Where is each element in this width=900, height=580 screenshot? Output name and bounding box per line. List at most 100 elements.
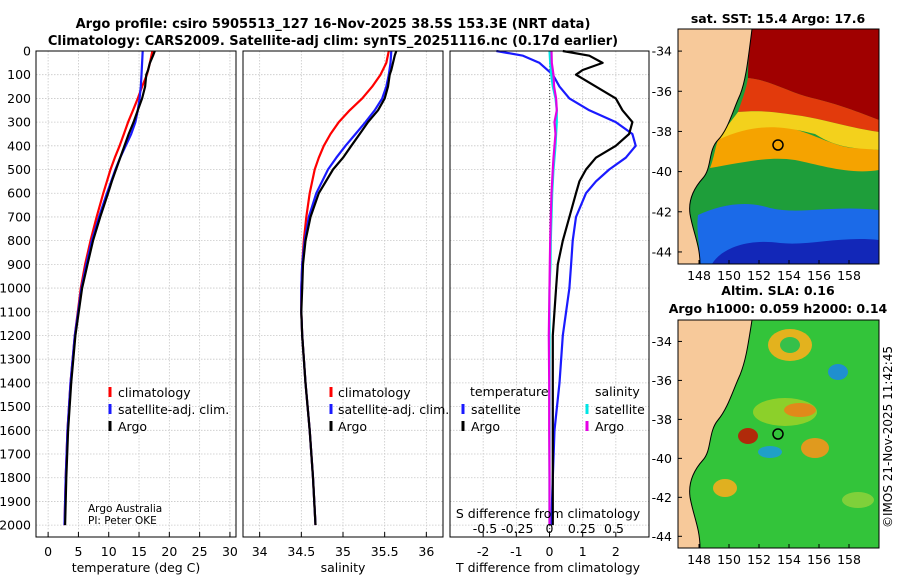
- sst-argo-marker: [772, 139, 784, 151]
- x-tick-label: 36: [418, 544, 434, 559]
- series-line-temperature-argo: [551, 49, 634, 526]
- timestamp-stamp: ©IMOS 21-Nov-2025 11:42:45: [881, 346, 895, 528]
- s-difference-label: S difference from climatology: [456, 506, 641, 521]
- depth-tick-label: 1000: [0, 281, 31, 296]
- legend-label-climatology: climatology: [118, 385, 191, 400]
- series-line-salinity-argo: [547, 50, 558, 526]
- x-tick-label: 1: [579, 544, 587, 559]
- s-diff-tick-label: 0.25: [568, 521, 596, 536]
- salinity-xlabel: salinity: [321, 560, 366, 575]
- x-tick-label: 30: [222, 544, 238, 559]
- difference-legend: temperature satellite Argo salinity sate…: [461, 384, 645, 434]
- lat-tick-label: -38: [652, 412, 672, 427]
- sst-field: [678, 29, 879, 264]
- lon-tick-label: 150: [717, 268, 741, 283]
- difference-panel: -2 -1 0 1 2 -0.5 -0.25 0 0.25 0.5 S difference f…: [449, 49, 650, 575]
- sla-ridge-south: [842, 492, 874, 508]
- depth-tick-label: 100: [7, 67, 31, 82]
- depth-axis: 0 100 200 300 400 500 600 700 800 900 1000 1100 1200…: [0, 44, 31, 533]
- sla-map-title-1: Altim. SLA: 0.16: [721, 283, 835, 298]
- depth-tick-label: 300: [7, 115, 31, 130]
- salinity-lines: [300, 50, 398, 526]
- difference-lines: [496, 49, 637, 526]
- temperature-legend: climatology satellite-adj. clim. Argo: [108, 385, 229, 434]
- lat-tick-label: -36: [652, 373, 672, 388]
- legend-label-satellite: satellite-adj. clim.: [118, 402, 229, 417]
- sla-map-title-2: Argo h1000: 0.059 h2000: 0.14: [669, 301, 888, 316]
- sla-field: [678, 320, 879, 548]
- x-tick-label: 15: [131, 544, 147, 559]
- sla-high-southeast: [801, 438, 829, 458]
- sst-orange-band: [710, 124, 879, 172]
- lon-tick-label: 152: [747, 552, 771, 567]
- legend-title-temperature: temperature: [470, 384, 549, 399]
- title-line-1: Argo profile: csiro 5905513_127 16-Nov-2…: [76, 17, 591, 32]
- legend-label-satellite: satellite-adj. clim.: [338, 402, 449, 417]
- depth-tick-label: 800: [7, 233, 31, 248]
- sla-high-southwest: [713, 479, 737, 497]
- sla-coastline: [689, 320, 753, 548]
- sst-frame: [677, 28, 880, 265]
- x-tick-label: -1: [510, 544, 522, 559]
- sst-cold-region: [712, 239, 879, 264]
- x-tick-label: 34.5: [287, 544, 315, 559]
- x-tick-label: -2: [477, 544, 489, 559]
- lon-tick-label: 152: [747, 268, 771, 283]
- lat-tick-label: -38: [652, 124, 672, 139]
- sla-low-north-core: [780, 337, 800, 353]
- legend-title-salinity: salinity: [595, 384, 640, 399]
- sla-low-east: [828, 364, 848, 380]
- x-tick-label: 35.5: [371, 544, 399, 559]
- lon-tick-label: 156: [807, 268, 831, 283]
- lat-tick-label: -36: [652, 84, 672, 99]
- sst-warm-region: [748, 29, 879, 120]
- sla-lat-axis: -34 -36 -38 -40 -42 -44: [652, 334, 682, 544]
- legend-label-argo: Argo: [118, 419, 147, 434]
- x-tick-label: 20: [161, 544, 177, 559]
- lon-tick-label: 156: [807, 552, 831, 567]
- lat-tick-label: -34: [652, 44, 672, 59]
- lat-tick-label: -40: [652, 164, 672, 179]
- lat-tick-label: -34: [652, 334, 672, 349]
- sst-lon-axis: 148 150 152 154 156 158: [687, 260, 861, 283]
- lon-tick-label: 148: [687, 268, 711, 283]
- depth-tick-label: 500: [7, 162, 31, 177]
- depth-tick-label: 1800: [0, 470, 31, 485]
- depth-tick-label: 1700: [0, 447, 31, 462]
- x-tick-label: 2: [612, 544, 620, 559]
- lat-tick-label: -42: [652, 490, 672, 505]
- sla-high-center: [784, 403, 816, 417]
- credit-line-1: Argo Australia: [88, 503, 162, 515]
- s-diff-tick-label: 0: [546, 521, 554, 536]
- temperature-x-axis: 0 5 10 15 20 25 30: [44, 532, 238, 559]
- salinity-legend: climatology satellite-adj. clim. Argo: [329, 385, 449, 434]
- x-tick-label: 5: [74, 544, 82, 559]
- t-difference-label: T difference from climatology: [455, 560, 641, 575]
- credit-line-2: PI: Peter OKE: [88, 515, 157, 527]
- salinity-x-axis: 34 34.5 35 35.5 36: [252, 532, 434, 559]
- s-difference-axis: -0.5 -0.25 0 0.25 0.5: [473, 521, 624, 536]
- lon-tick-label: 148: [687, 552, 711, 567]
- depth-tick-label: 400: [7, 138, 31, 153]
- legend-label-t-satellite: satellite: [471, 402, 521, 417]
- x-tick-label: 25: [192, 544, 208, 559]
- lon-tick-label: 158: [837, 268, 861, 283]
- depth-tick-label: 1400: [0, 375, 31, 390]
- lat-tick-label: -44: [652, 529, 672, 544]
- legend-label-s-argo: Argo: [595, 419, 624, 434]
- sst-lat-axis: -34 -36 -38 -40 -42 -44: [652, 44, 682, 259]
- depth-tick-label: 1500: [0, 399, 31, 414]
- depth-tick-label: 0: [23, 44, 31, 59]
- temperature-xlabel: temperature (deg C): [72, 560, 201, 575]
- sst-warm-edge: [738, 78, 879, 132]
- x-tick-label: 0: [44, 544, 52, 559]
- x-tick-label: 10: [101, 544, 117, 559]
- series-line-argo: [64, 50, 156, 526]
- sst-map-title: sat. SST: 15.4 Argo: 17.6: [691, 11, 866, 26]
- temperature-panel: 0100200300400500600700800900100011001200…: [0, 44, 238, 576]
- depth-tick-label: 1200: [0, 328, 31, 343]
- depth-tick-label: 200: [7, 91, 31, 106]
- sst-map: sat. SST: 15.4 Argo: 17.6 -34 -36 -38 -40 -4…: [652, 11, 880, 283]
- s-diff-tick-label: -0.5: [473, 521, 497, 536]
- lat-tick-label: -40: [652, 451, 672, 466]
